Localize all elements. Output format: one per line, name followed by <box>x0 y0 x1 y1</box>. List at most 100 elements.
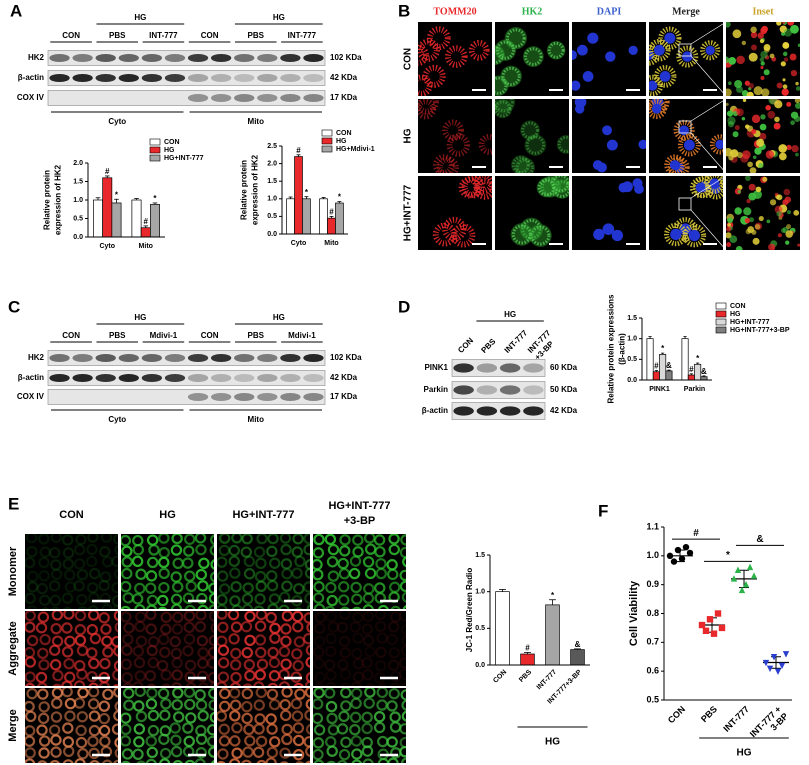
cell <box>114 701 118 712</box>
cell <box>121 605 131 609</box>
cell <box>158 581 170 594</box>
signal <box>458 176 481 199</box>
row-label: β-actin <box>422 406 448 415</box>
nucleus <box>654 44 665 56</box>
cell <box>229 699 242 711</box>
cell <box>313 759 325 763</box>
cell <box>121 545 133 557</box>
legend-swatch <box>715 326 727 334</box>
blot-band <box>257 93 278 103</box>
bar <box>294 156 303 235</box>
cell <box>38 747 50 759</box>
cell <box>350 581 362 594</box>
signal <box>525 135 546 155</box>
point <box>742 580 750 588</box>
blot-band <box>476 385 498 395</box>
cell <box>399 569 406 582</box>
x-tick-label: Mito <box>324 240 338 247</box>
cell <box>339 647 351 659</box>
cell <box>364 567 377 580</box>
cell <box>86 582 99 594</box>
cell <box>25 747 36 759</box>
y-tick-label: 0.9 <box>646 579 659 589</box>
cell <box>281 688 293 698</box>
cell <box>228 688 241 699</box>
cell <box>279 747 291 759</box>
cell <box>256 759 267 763</box>
cell <box>217 570 229 582</box>
signal <box>664 222 688 247</box>
cell <box>133 700 145 712</box>
cell <box>231 604 243 609</box>
cell <box>267 603 279 609</box>
x-tick-label: Mito <box>139 243 153 250</box>
cell <box>194 620 207 633</box>
signal <box>782 22 786 25</box>
signal <box>783 28 793 37</box>
bar <box>659 354 667 381</box>
cell <box>39 594 51 606</box>
cell <box>280 635 292 647</box>
cell <box>336 621 349 634</box>
group-label: HG <box>273 313 285 322</box>
blot-band <box>280 93 301 103</box>
cell <box>131 555 144 567</box>
blot-band <box>257 353 278 363</box>
cell <box>375 660 387 672</box>
cell <box>77 748 89 760</box>
image <box>25 534 118 609</box>
blot-band <box>257 53 278 63</box>
nucleus <box>695 182 706 193</box>
group-label: HG <box>134 13 146 22</box>
cell <box>387 757 399 763</box>
cell <box>229 595 241 607</box>
signal <box>759 57 764 62</box>
cell <box>314 622 326 635</box>
signal <box>501 66 521 86</box>
y-tick-label: 0.8 <box>646 608 659 618</box>
signal <box>734 80 743 89</box>
signal <box>782 42 790 49</box>
cell <box>337 557 349 570</box>
cell <box>37 712 50 725</box>
legend-label: HG <box>336 138 347 145</box>
blot-band <box>257 392 278 402</box>
cell <box>121 712 132 724</box>
signal <box>786 224 792 230</box>
fraction-label: Mito <box>248 415 265 424</box>
nucleus <box>664 32 676 44</box>
cell <box>401 624 406 636</box>
cell <box>99 657 111 670</box>
cell <box>217 748 229 760</box>
signal <box>765 104 771 111</box>
signal <box>442 119 464 142</box>
cell <box>111 581 118 594</box>
signal <box>726 232 732 239</box>
cell <box>350 681 362 686</box>
cell <box>338 594 350 606</box>
significance-mark: * <box>661 344 665 353</box>
blot-band <box>280 73 301 83</box>
cell <box>265 757 277 763</box>
blot-band <box>453 385 474 395</box>
cell <box>207 657 214 669</box>
column-header: HG <box>159 509 176 521</box>
cell <box>156 659 169 672</box>
cell <box>337 658 349 671</box>
blot-band <box>49 353 70 363</box>
signal <box>736 55 745 65</box>
signal <box>776 22 782 26</box>
signal <box>782 51 788 57</box>
cell <box>184 698 196 711</box>
y-tick-label: 1.0 <box>627 336 637 343</box>
signal <box>751 114 761 124</box>
cell <box>374 546 386 558</box>
signal <box>677 133 701 157</box>
cell <box>362 634 375 647</box>
cell <box>401 699 406 711</box>
bar <box>286 198 295 235</box>
cell <box>170 544 183 556</box>
cell <box>302 632 310 645</box>
signal <box>759 123 767 131</box>
cell <box>195 568 208 581</box>
